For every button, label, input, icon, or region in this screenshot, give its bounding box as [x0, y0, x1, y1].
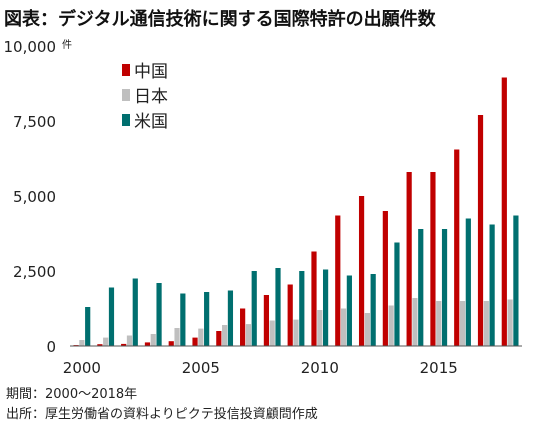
- x-tick-label: 2000: [63, 359, 101, 377]
- bar-2013-日本: [388, 305, 394, 346]
- bar-2016-日本: [459, 301, 466, 346]
- legend-label: 中国: [134, 62, 168, 82]
- y-tick-label: 5,000: [13, 188, 56, 206]
- bar-2005-中国: [192, 337, 198, 346]
- bar-2010-中国: [311, 251, 317, 346]
- bar-2009-米国: [299, 271, 305, 346]
- bar-2018-日本: [507, 299, 513, 346]
- x-axis: 2000 2005 2010 2015: [63, 359, 458, 377]
- y-unit-label: 件: [62, 39, 72, 51]
- bar-2000-米国: [85, 307, 91, 346]
- bar-2005-米国: [204, 292, 210, 346]
- y-tick-label: 10,000: [4, 38, 57, 56]
- bar-2004-米国: [180, 293, 186, 346]
- bar-2007-日本: [245, 324, 252, 346]
- bar-2017-日本: [483, 301, 489, 346]
- x-tick-label: 2005: [182, 359, 220, 377]
- legend-swatch: [122, 114, 130, 126]
- bar-2002-中国: [121, 343, 127, 346]
- bar-2011-中国: [335, 215, 341, 346]
- bar-2011-米国: [346, 275, 352, 346]
- bar-2015-日本: [436, 301, 442, 346]
- bar-2006-中国: [216, 331, 222, 346]
- y-tick-label: 0: [46, 338, 56, 356]
- bar-2017-中国: [477, 115, 484, 346]
- bar-2013-米国: [394, 242, 400, 346]
- bar-2009-日本: [293, 319, 299, 346]
- source-note: 出所：厚生労働省の資料よりピクテ投信投資顧問作成: [6, 407, 318, 422]
- bar-2011-日本: [340, 308, 347, 346]
- bar-2000-日本: [79, 340, 85, 346]
- bar-2012-米国: [370, 274, 376, 346]
- bar-2013-中国: [382, 211, 388, 346]
- bar-2009-中国: [287, 284, 293, 346]
- bar-2005-日本: [198, 328, 204, 346]
- bar-2001-日本: [103, 337, 109, 346]
- chart-title: 図表：デジタル通信技術に関する国際特許の出願件数: [4, 9, 436, 30]
- bar-2007-米国: [251, 271, 257, 346]
- bar-2007-中国: [240, 308, 246, 346]
- bar-series-group: [73, 77, 519, 346]
- bar-2014-米国: [418, 229, 424, 346]
- y-tick-label: 2,500: [13, 263, 56, 281]
- bar-2006-日本: [222, 325, 228, 346]
- x-tick-label: 2015: [420, 359, 458, 377]
- legend-label: 米国: [134, 112, 168, 132]
- bar-2008-日本: [269, 320, 275, 346]
- bar-2016-中国: [454, 149, 460, 346]
- period-note: 期間：2000～2018年: [6, 387, 138, 402]
- bar-2018-米国: [513, 215, 519, 346]
- bar-2001-中国: [97, 344, 103, 346]
- bar-2014-日本: [412, 298, 418, 346]
- bar-2017-米国: [489, 224, 495, 346]
- bar-2003-米国: [156, 283, 162, 346]
- bar-2016-米国: [465, 218, 471, 346]
- legend-label: 日本: [134, 87, 168, 107]
- bar-2018-中国: [501, 77, 507, 346]
- y-axis: 0 2,500 5,000 7,500 10,000 件: [4, 38, 73, 356]
- bar-2004-日本: [174, 328, 180, 346]
- legend-swatch: [122, 89, 130, 101]
- bar-2003-日本: [150, 334, 156, 346]
- y-tick-label: 7,500: [13, 113, 56, 131]
- bar-2002-日本: [126, 335, 133, 346]
- bar-2012-日本: [364, 313, 370, 346]
- legend-swatch: [122, 64, 130, 76]
- bar-2008-中国: [263, 295, 270, 346]
- bar-2012-中国: [358, 196, 365, 346]
- bar-2004-中国: [168, 341, 174, 346]
- bar-2002-米国: [132, 278, 138, 346]
- bar-2006-米国: [227, 290, 234, 346]
- x-tick-label: 2010: [301, 359, 339, 377]
- bar-2010-日本: [317, 310, 323, 346]
- bar-2003-中国: [144, 342, 151, 346]
- bar-2008-米国: [275, 268, 281, 346]
- bar-2014-中国: [406, 172, 412, 346]
- bar-2015-中国: [430, 172, 436, 346]
- bar-2010-米国: [322, 269, 329, 346]
- bar-2001-米国: [108, 287, 115, 346]
- bar-2015-米国: [441, 229, 448, 346]
